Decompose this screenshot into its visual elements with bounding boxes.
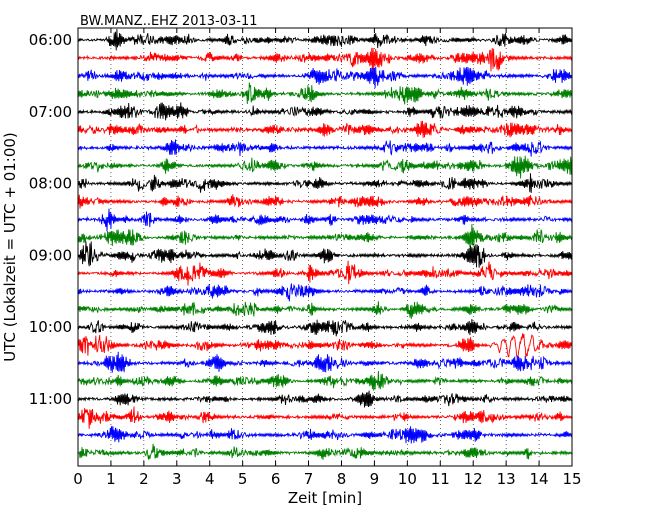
y-axis-label: UTC (Lokalzeit = UTC + 01:00) — [1, 132, 19, 362]
y-tick-label: 10:00 — [29, 318, 72, 336]
trace-line — [77, 139, 573, 157]
trace-line — [77, 260, 573, 286]
x-tick-label: 6 — [271, 470, 281, 488]
trace-line — [77, 351, 573, 373]
x-axis: 0 1 2 3 4 5 6 7 8 9 10 11 12 13 14 15 — [73, 28, 582, 488]
trace-line — [77, 155, 573, 179]
x-tick-label: 15 — [562, 470, 581, 488]
x-tick-label: 12 — [464, 470, 483, 488]
x-axis-label: Zeit [min] — [288, 489, 362, 507]
y-axis: 06:00 07:00 08:00 09:00 10:00 11:00 — [29, 31, 572, 408]
trace-line — [77, 194, 573, 209]
x-tick-label: 9 — [370, 470, 380, 488]
x-tick-label: 1 — [106, 470, 116, 488]
trace-line — [77, 443, 573, 460]
trace-line — [77, 28, 573, 51]
trace-line — [77, 47, 573, 72]
trace-line — [77, 283, 573, 302]
x-tick-label: 10 — [398, 470, 417, 488]
trace-line — [77, 370, 573, 391]
trace-line — [77, 318, 573, 337]
trace-group — [77, 28, 573, 460]
trace-line — [77, 406, 573, 429]
x-tick-label: 13 — [497, 470, 516, 488]
x-tick-label: 2 — [139, 470, 149, 488]
trace-line — [77, 66, 573, 89]
x-tick-label: 7 — [304, 470, 314, 488]
trace-line — [77, 102, 573, 121]
trace-line — [77, 224, 573, 248]
plot-frame — [77, 27, 573, 467]
x-tick-label: 5 — [238, 470, 248, 488]
trace-line — [77, 426, 573, 444]
trace-line — [77, 173, 573, 194]
x-tick-label: 8 — [337, 470, 347, 488]
y-tick-label: 08:00 — [29, 175, 72, 193]
y-tick-label: 09:00 — [29, 246, 72, 264]
trace-line — [77, 82, 573, 105]
x-tick-label: 11 — [431, 470, 450, 488]
x-tick-label: 4 — [205, 470, 215, 488]
chart-title: BW.MANZ..EHZ 2013-03-11 — [80, 14, 258, 29]
y-tick-label: 11:00 — [29, 390, 72, 408]
trace-line — [77, 241, 573, 268]
trace-line — [77, 333, 573, 359]
trace-line — [77, 390, 573, 408]
trace-line — [77, 301, 573, 319]
trace-line — [77, 208, 573, 232]
x-tick-label: 0 — [73, 470, 83, 488]
y-tick-label: 06:00 — [29, 31, 72, 49]
y-tick-label: 07:00 — [29, 103, 72, 121]
trace-line — [77, 120, 573, 138]
x-tick-label: 14 — [530, 470, 549, 488]
x-tick-label: 3 — [172, 470, 182, 488]
